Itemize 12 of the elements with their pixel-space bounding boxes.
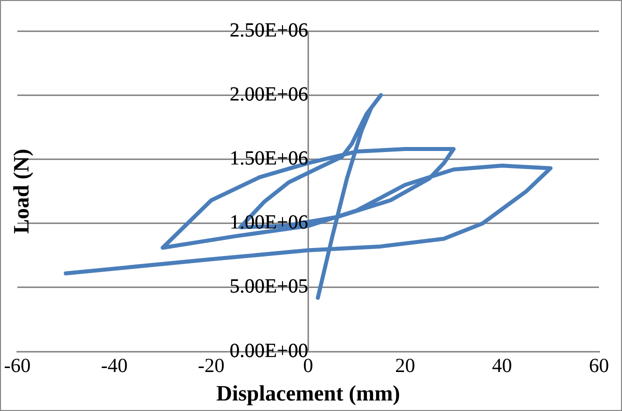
x-tick-label: 20 — [395, 354, 416, 377]
y-axis-title: Load (N) — [8, 148, 34, 234]
y-tick-label: 2.50E+06 — [230, 19, 308, 42]
x-axis-title: Displacement (mm) — [216, 380, 400, 406]
x-tick-label: -60 — [4, 354, 31, 377]
x-tick-label: 40 — [492, 354, 512, 377]
y-tick-label: 2.00E+06 — [230, 83, 308, 106]
y-tick-label: 5.00E+05 — [230, 276, 308, 298]
y-tick-label: 1.50E+06 — [230, 147, 308, 170]
x-tick-label: 60 — [589, 354, 609, 377]
x-tick-label: -40 — [100, 354, 128, 377]
x-tick-label: -20 — [198, 354, 225, 377]
